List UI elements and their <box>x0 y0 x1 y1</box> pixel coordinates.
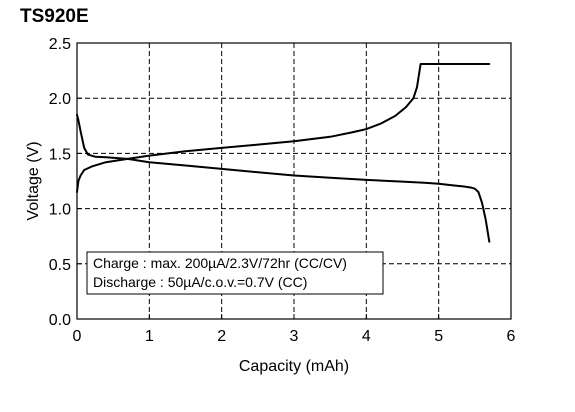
grid-lines <box>77 43 511 319</box>
y-tick-label: 1.0 <box>49 202 71 219</box>
x-tick-label: 6 <box>507 328 516 345</box>
note-line-discharge: Discharge : 50µA/c.o.v.=0.7V (CC) <box>93 274 307 290</box>
x-tick-label: 3 <box>290 328 299 345</box>
y-tick-label: 2.0 <box>49 91 71 108</box>
y-tick-label: 0.5 <box>49 257 71 274</box>
x-tick-label: 1 <box>145 328 154 345</box>
x-tick-label: 2 <box>217 328 226 345</box>
legend-note: Charge : max. 200µA/2.3V/72hr (CC/CV) Di… <box>86 251 384 295</box>
y-tick-label: 0.0 <box>49 312 71 329</box>
note-line-charge: Charge : max. 200µA/2.3V/72hr (CC/CV) <box>93 255 347 271</box>
y-axis-title: Voltage (V) <box>25 141 42 220</box>
x-tick-label: 4 <box>362 328 371 345</box>
note-box <box>86 251 384 295</box>
x-tick-label: 5 <box>434 328 443 345</box>
x-axis-title: Capacity (mAh) <box>239 358 349 375</box>
axis-ticks: 0 1 2 3 4 5 6 0.0 0.5 1.0 1.5 2.0 2.5 <box>49 36 516 345</box>
x-tick-label: 0 <box>73 328 82 345</box>
chart-title: TS920E <box>20 6 89 27</box>
discharge-curve <box>76 113 491 243</box>
charge-curve <box>76 63 491 193</box>
y-tick-label: 2.5 <box>49 36 71 53</box>
y-tick-label: 1.5 <box>49 146 71 163</box>
series-lines <box>76 63 491 243</box>
